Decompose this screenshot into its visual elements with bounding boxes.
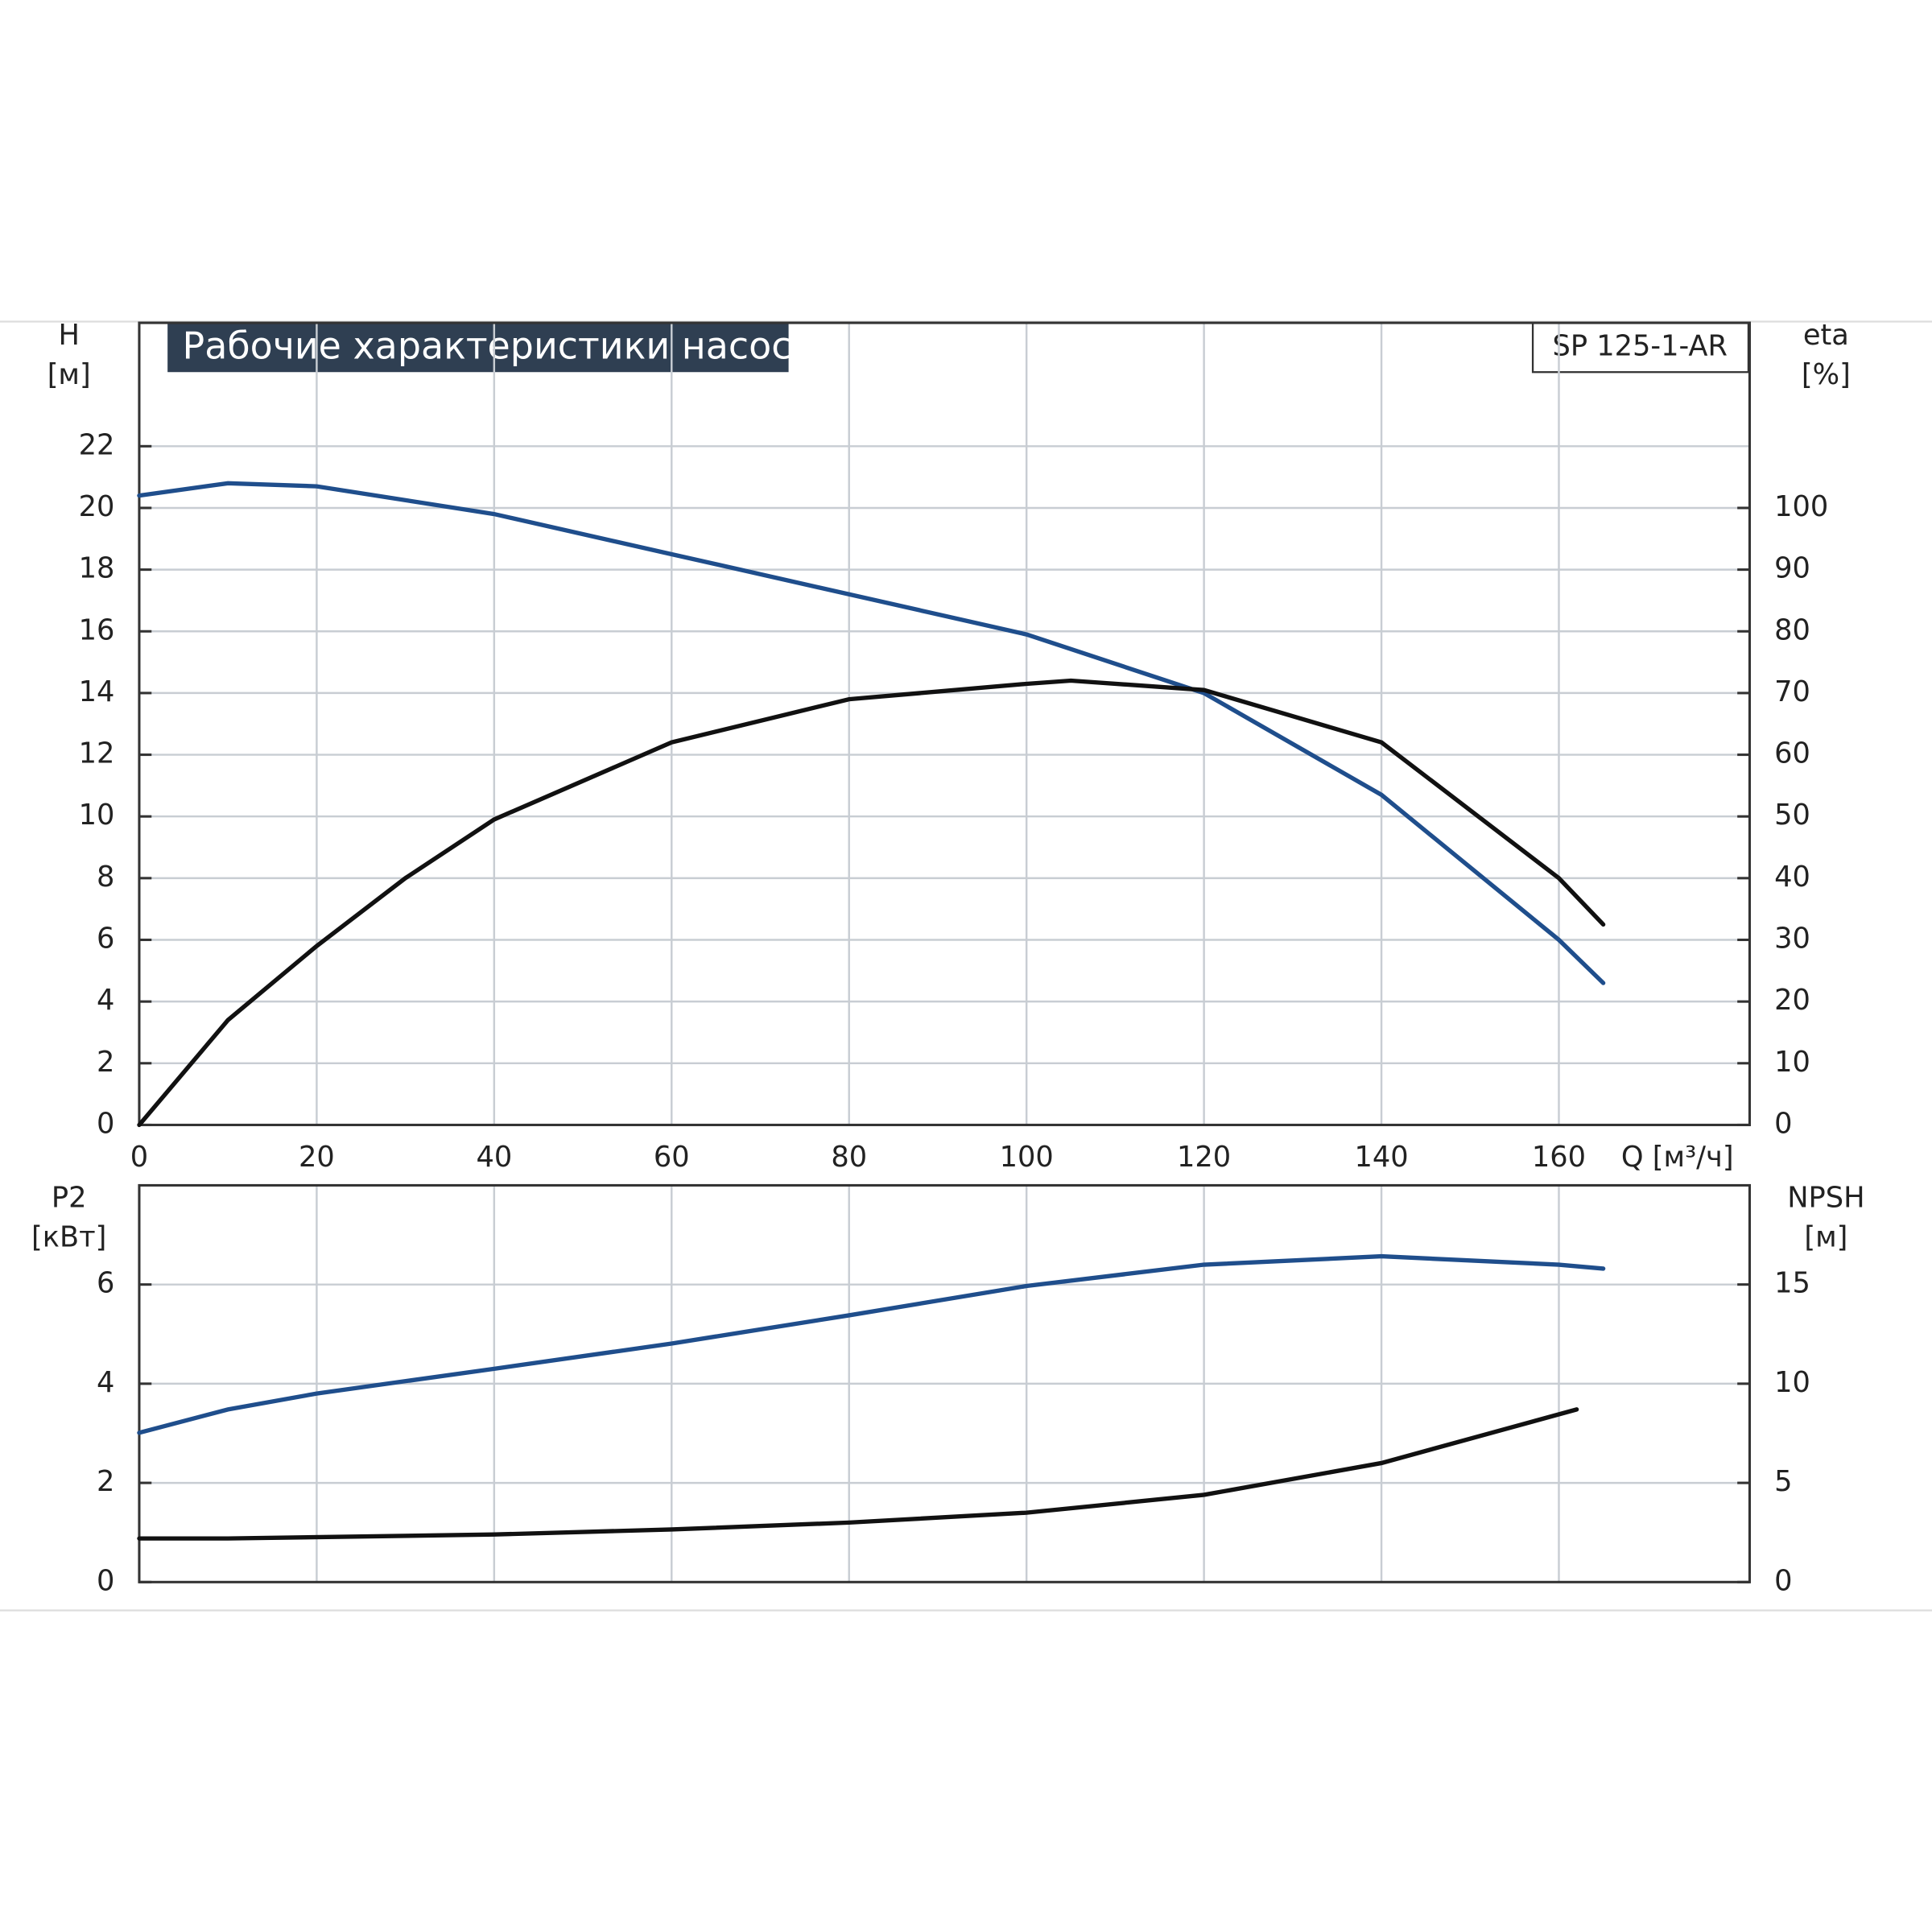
y-axis-label: P2 [52, 1181, 87, 1214]
x-tick-label: 120 [1177, 1141, 1231, 1174]
y-axis-unit: [м] [47, 358, 91, 391]
x-axis-label: Q [м³/ч] [1621, 1141, 1734, 1174]
x-tick-label: 20 [299, 1141, 335, 1174]
y-tick-label: 12 [79, 737, 115, 770]
y2-tick-label: 40 [1774, 861, 1810, 894]
y2-tick-label: 90 [1774, 552, 1810, 585]
x-tick-label: 0 [130, 1141, 148, 1174]
y-tick-label: 18 [79, 552, 115, 585]
y2-tick-label: 100 [1774, 490, 1828, 523]
y-tick-label: 8 [97, 861, 114, 894]
title-box [167, 323, 789, 373]
y2-axis-unit: [%] [1802, 358, 1851, 391]
y-tick-label: 14 [79, 675, 115, 708]
y-tick-label: 0 [97, 1107, 114, 1140]
y2-tick-label: 0 [1774, 1107, 1792, 1140]
y2-tick-label: 60 [1774, 737, 1810, 770]
model-label: SP 125-1-AR [1553, 330, 1728, 363]
y2-axis-label: eta [1803, 319, 1849, 352]
y-tick-label: 0 [97, 1564, 114, 1597]
plot-frame [138, 321, 1751, 1126]
y2-tick-label: 70 [1774, 675, 1810, 708]
y2-tick-label: 10 [1774, 1046, 1810, 1079]
y2-tick-label: 15 [1774, 1267, 1810, 1300]
plot-frame [138, 1183, 1751, 1583]
series-line [137, 678, 1606, 1128]
y2-tick-label: 30 [1774, 923, 1810, 956]
x-tick-label: 60 [654, 1141, 690, 1174]
y-tick-label: 20 [79, 490, 115, 523]
y-tick-label: 4 [97, 1366, 114, 1399]
series-line [137, 481, 1606, 985]
x-tick-label: 160 [1532, 1141, 1586, 1174]
y-tick-label: 16 [79, 613, 115, 646]
y-tick-label: 6 [97, 1267, 114, 1300]
y-tick-label: 22 [79, 428, 115, 461]
y-tick-label: 2 [97, 1465, 114, 1498]
y2-tick-label: 10 [1774, 1366, 1810, 1399]
x-tick-label: 140 [1354, 1141, 1408, 1174]
y-tick-label: 4 [97, 984, 114, 1017]
y2-tick-label: 50 [1774, 799, 1810, 832]
series-line [137, 1407, 1579, 1541]
y-tick-label: 2 [97, 1046, 114, 1079]
y2-tick-label: 5 [1774, 1465, 1792, 1498]
y-axis-label: H [58, 319, 79, 352]
x-tick-label: 40 [476, 1141, 512, 1174]
y-tick-label: 10 [79, 799, 115, 832]
series-line [137, 1253, 1606, 1435]
x-tick-label: 80 [831, 1141, 867, 1174]
y2-tick-label: 80 [1774, 613, 1810, 646]
y-tick-label: 6 [97, 923, 114, 956]
x-tick-label: 100 [1000, 1141, 1054, 1174]
y-axis-unit: [кВт] [31, 1220, 106, 1253]
model-box [1531, 321, 1750, 374]
y2-axis-unit: [м] [1804, 1220, 1847, 1253]
chart-title: Рабочие характеристики насоса [183, 324, 815, 368]
y2-tick-label: 20 [1774, 984, 1810, 1017]
y2-axis-label: NPSH [1787, 1181, 1864, 1214]
y2-tick-label: 0 [1774, 1564, 1792, 1597]
